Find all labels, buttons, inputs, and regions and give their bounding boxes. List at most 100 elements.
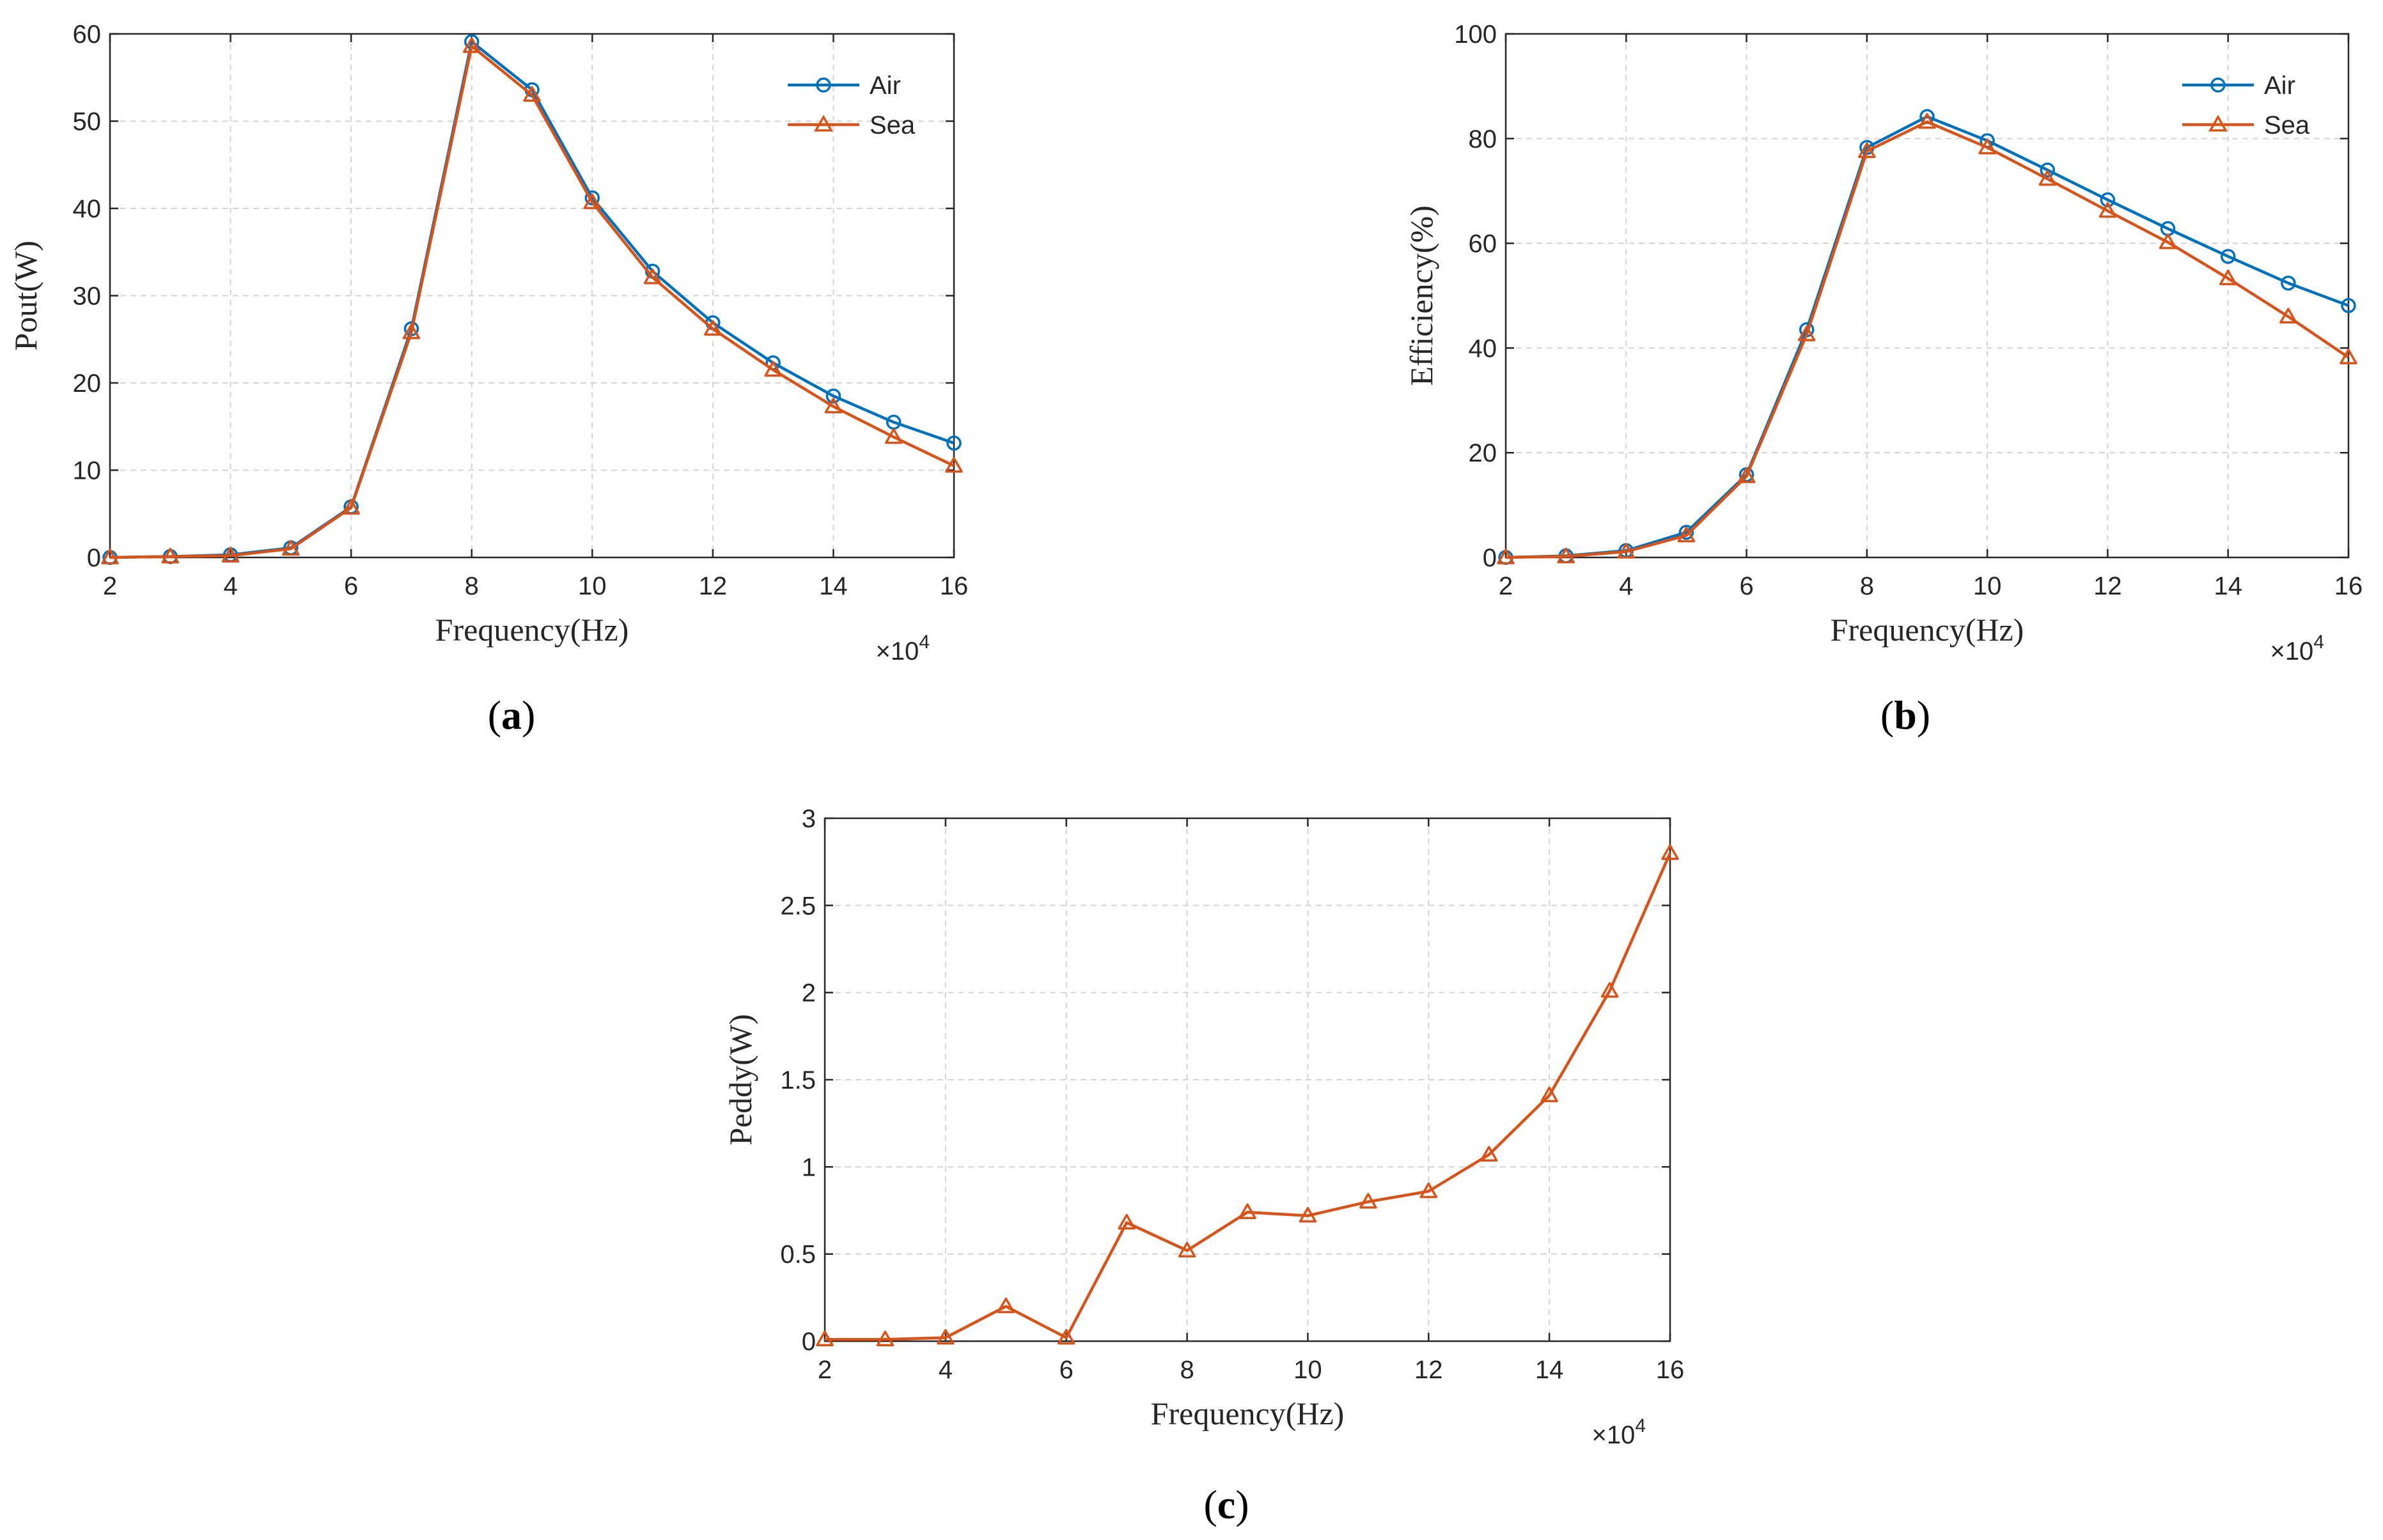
data-point [824, 398, 843, 414]
data-point [2100, 192, 2116, 208]
data-point [1677, 526, 1696, 543]
x-exponent-base: ×10 [1591, 1421, 1635, 1449]
x-axis-label: Frequency(Hz) [435, 612, 629, 648]
legend-marker-sea [2208, 114, 2228, 132]
caption-close-paren: ) [1917, 692, 1930, 738]
series-sea [1497, 113, 2357, 564]
data-point [1359, 1193, 1377, 1209]
panel-caption-a: (a) [488, 692, 536, 738]
data-point [583, 193, 602, 210]
y-tick-label: 0.5 [780, 1241, 816, 1269]
data-point [2038, 170, 2057, 186]
x-tick-label: 6 [1059, 1356, 1074, 1384]
x-tick-label: 10 [1293, 1356, 1322, 1384]
x-tick-label: 6 [1739, 572, 1753, 600]
x-tick-label: 12 [2093, 572, 2122, 600]
data-point [2098, 202, 2117, 218]
chart-panel-a: 2 4 6 8 10 12 14 160102030405060×104Frequency(H… [8, 20, 968, 738]
y-tick-label: 0 [802, 1328, 816, 1356]
x-tick-label: 16 [2334, 572, 2363, 600]
data-point [402, 323, 421, 339]
y-tick-label: 3 [802, 805, 816, 833]
caption-close-paren: ) [1235, 1482, 1249, 1527]
data-point [161, 547, 180, 564]
data-point [1557, 547, 1575, 564]
caption-open-paren: ( [488, 692, 501, 738]
y-tick-label: 80 [1469, 125, 1497, 153]
x-exponent-power: 4 [1635, 1415, 1646, 1436]
y-tick-label: 60 [1469, 230, 1497, 258]
caption-letter: a [501, 692, 522, 738]
legend: Air Sea [2182, 72, 2310, 139]
data-point [876, 1330, 895, 1347]
data-point [1661, 844, 1679, 860]
x-tick-label: 16 [940, 572, 969, 600]
data-point [2341, 298, 2356, 313]
y-tick-label: 0 [1483, 544, 1497, 572]
data-point [1118, 1213, 1136, 1230]
data-point [1497, 548, 1515, 564]
y-tick-label: 2 [802, 979, 816, 1007]
y-tick-label: 40 [1469, 334, 1497, 362]
x-exponent-base: ×10 [875, 637, 919, 665]
data-point [2040, 162, 2056, 178]
data-point [884, 428, 903, 444]
x-tick-label: 8 [465, 572, 479, 600]
data-point [462, 37, 481, 53]
data-point [764, 361, 782, 377]
data-point [997, 1297, 1015, 1314]
x-tick-label: 12 [699, 572, 728, 600]
data-point [282, 540, 300, 556]
data-point [704, 320, 722, 336]
x-tick-label: 2 [1499, 572, 1513, 600]
data-point [937, 1328, 955, 1345]
caption-letter: b [1894, 692, 1917, 738]
series-line-sea [109, 44, 955, 559]
x-tick-label: 14 [819, 572, 848, 600]
x-tick-label: 4 [223, 572, 237, 600]
data-point [523, 86, 541, 102]
data-point [945, 456, 963, 473]
x-exponent-base: ×10 [2270, 637, 2313, 665]
legend-label-air: Air [2264, 72, 2295, 100]
data-point [2281, 276, 2296, 291]
x-tick-label: 10 [1973, 572, 2002, 600]
data-point [2159, 233, 2177, 249]
chart-panel-b: 2 4 6 8 10 12 14 16020406080100×104Frequency(Hz… [1403, 20, 2363, 738]
x-tick-label: 4 [1619, 572, 1633, 600]
y-tick-label: 60 [73, 20, 102, 49]
y-tick-label: 10 [73, 457, 102, 485]
caption-letter: c [1217, 1482, 1235, 1527]
chart-panel-c: 2 4 6 8 10 12 14 1600.511.522.53×104Frequency(H… [723, 805, 1684, 1527]
panel-caption-c: (c) [1203, 1482, 1249, 1527]
x-tick-label: 14 [2214, 572, 2242, 600]
y-tick-label: 1 [802, 1153, 816, 1181]
caption-open-paren: ( [1880, 692, 1894, 738]
series-line-peddy [825, 852, 1672, 1341]
y-tick-label: 20 [1469, 439, 1497, 467]
data-point [2219, 269, 2237, 286]
series-line-air [1505, 115, 2349, 559]
x-tick-label: 2 [818, 1356, 832, 1384]
x-axis-label: Frequency(Hz) [1151, 1396, 1345, 1431]
legend: Air Sea [788, 72, 916, 139]
x-tick-label: 4 [939, 1356, 953, 1384]
data-point [1480, 1146, 1498, 1162]
panel-caption-b: (b) [1880, 692, 1930, 738]
x-axis-label: Frequency(Hz) [1831, 612, 2024, 648]
y-axis-label: Peddy(W) [723, 1014, 758, 1146]
y-tick-label: 30 [73, 283, 102, 311]
x-tick-label: 16 [1656, 1356, 1685, 1384]
legend-label-sea: Sea [870, 111, 916, 139]
x-exponent-power: 4 [2313, 632, 2324, 653]
y-tick-label: 0 [87, 544, 101, 572]
data-point [221, 547, 240, 563]
data-point [816, 1330, 834, 1347]
data-point [1238, 1203, 1256, 1219]
y-tick-label: 1.5 [780, 1066, 816, 1094]
data-point [342, 499, 360, 515]
data-point [1797, 325, 1816, 341]
legend-marker-air [2210, 77, 2226, 93]
x-tick-label: 8 [1860, 572, 1874, 600]
